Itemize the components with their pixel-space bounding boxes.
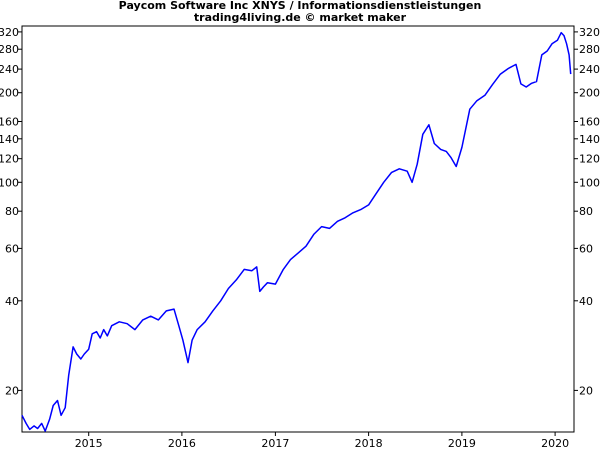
y-tick-label-left: 100 xyxy=(0,176,19,189)
price-series-line xyxy=(21,31,572,432)
y-tick-label-left: 280 xyxy=(0,43,19,56)
y-tick-label-left: 40 xyxy=(5,295,19,308)
plot-area xyxy=(21,25,575,433)
y-tick-label-right: 280 xyxy=(579,43,600,56)
x-tick-label: 2019 xyxy=(448,437,476,450)
y-tick-label-right: 20 xyxy=(579,384,593,397)
y-tick-label-right: 120 xyxy=(579,153,600,166)
y-tick-label-right: 80 xyxy=(579,205,593,218)
y-tick-label-left: 140 xyxy=(0,133,19,146)
chart-header: Paycom Software Inc XNYS / Informationsd… xyxy=(0,0,600,24)
y-tick-label-right: 40 xyxy=(579,295,593,308)
x-tick-label: 2018 xyxy=(355,437,383,450)
y-tick-label-right: 140 xyxy=(579,133,600,146)
axis-ticks: 320 320 280 280 240 240 200 200 160 160 140 140 120 1… xyxy=(0,26,600,450)
y-tick-label-left: 240 xyxy=(0,63,19,76)
y-tick-label-left: 160 xyxy=(0,116,19,129)
x-tick-label: 2016 xyxy=(168,437,196,450)
y-tick-label-left: 120 xyxy=(0,153,19,166)
x-tick-label: 2015 xyxy=(75,437,103,450)
y-tick-label-right: 160 xyxy=(579,116,600,129)
chart-subtitle: trading4living.de © market maker xyxy=(193,11,407,24)
y-tick-label-left: 20 xyxy=(5,384,19,397)
y-tick-label-right: 240 xyxy=(579,63,600,76)
y-tick-label-right: 60 xyxy=(579,242,593,255)
y-tick-label-right: 200 xyxy=(579,87,600,100)
y-tick-label-right: 320 xyxy=(579,26,600,39)
y-tick-label-left: 320 xyxy=(0,26,19,39)
y-tick-label-left: 80 xyxy=(5,205,19,218)
chart-title: Paycom Software Inc XNYS / Informationsd… xyxy=(118,0,482,12)
y-tick-label-left: 200 xyxy=(0,87,19,100)
x-tick-label: 2017 xyxy=(261,437,289,450)
y-tick-label-left: 60 xyxy=(5,242,19,255)
y-tick-label-right: 100 xyxy=(579,176,600,189)
x-tick-label: 2020 xyxy=(541,437,569,450)
